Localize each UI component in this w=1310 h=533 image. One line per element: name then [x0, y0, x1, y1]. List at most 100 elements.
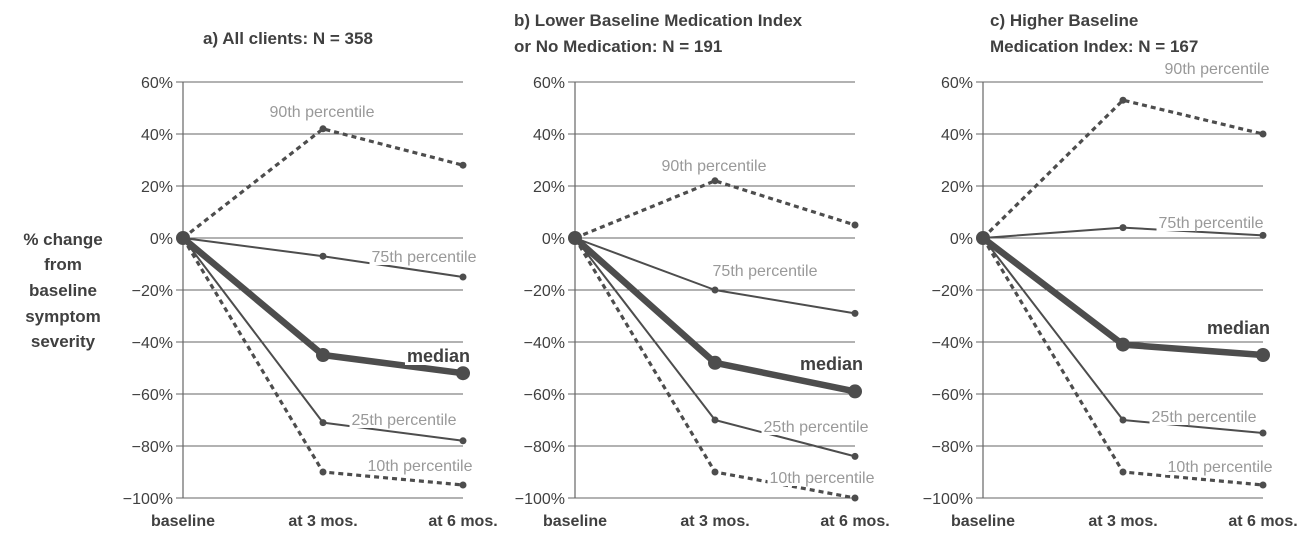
- x-tick-label: at 6 mos.: [820, 513, 889, 530]
- series-label: 75th percentile: [713, 263, 818, 280]
- series-label-backing: [767, 471, 877, 486]
- x-tick-label: baseline: [151, 513, 215, 530]
- data-point: [459, 481, 467, 489]
- series-label-backing: [1204, 319, 1272, 337]
- y-tick-label: 20%: [941, 179, 973, 196]
- x-tick-label: at 3 mos.: [288, 513, 357, 530]
- series-label-backing: [369, 250, 479, 265]
- x-tick-label: baseline: [543, 513, 607, 530]
- series-label-backing: [1162, 62, 1272, 77]
- data-point: [1119, 96, 1127, 104]
- y-tick-label: −40%: [524, 335, 565, 352]
- y-tick-label: 60%: [533, 75, 565, 92]
- series-line: [981, 237, 1264, 487]
- panel-title: b) Lower Baseline Medication Index: [514, 11, 803, 30]
- series-label: 75th percentile: [372, 249, 477, 266]
- chart-panels: a) All clients: N = 358 60% 40% 20% 0% −20% −4…: [123, 11, 1298, 530]
- y-axis-label: % change from baseline symptom severity: [23, 230, 102, 351]
- series-label-backing: [349, 413, 459, 428]
- x-tick-label: at 3 mos.: [1088, 513, 1157, 530]
- series-line: [182, 237, 464, 442]
- y-tick-label: −40%: [132, 335, 173, 352]
- data-point: [1259, 429, 1267, 437]
- panel-c: c) Higher Baseline Medication Index: N = …: [923, 11, 1298, 530]
- data-point: [848, 384, 862, 399]
- y-tick-label: 60%: [141, 75, 173, 92]
- data-point: [459, 161, 467, 169]
- data-point: [1119, 224, 1127, 232]
- series-label: 75th percentile: [1159, 215, 1264, 232]
- series-label: median: [407, 346, 470, 366]
- data-point: [1256, 348, 1270, 362]
- series-label: 25th percentile: [352, 412, 457, 429]
- y-tick-label: −60%: [524, 387, 565, 404]
- x-tick-label: at 6 mos.: [428, 513, 497, 530]
- series-label: 10th percentile: [1168, 459, 1273, 476]
- y-tick-label: 0%: [950, 231, 973, 248]
- y-axis-label-line: severity: [31, 332, 96, 351]
- series-label: median: [800, 354, 863, 374]
- data-point: [319, 125, 327, 133]
- series-label: median: [1207, 318, 1270, 338]
- series-label-backing: [1156, 216, 1266, 231]
- y-tick-label: −80%: [524, 439, 565, 456]
- y-tick-label: 20%: [141, 179, 173, 196]
- data-point: [711, 468, 719, 476]
- data-point: [459, 437, 467, 445]
- y-tick-label: −20%: [132, 283, 173, 300]
- panel-title: Medication Index: N = 167: [990, 37, 1198, 56]
- data-point: [851, 221, 859, 229]
- y-tick-label: 40%: [941, 127, 973, 144]
- y-tick-label: −80%: [932, 439, 973, 456]
- series-label-backing: [1149, 410, 1259, 425]
- y-tick-label: 40%: [141, 127, 173, 144]
- panel-title: c) Higher Baseline: [990, 11, 1138, 30]
- y-axis-label-line: from: [44, 255, 82, 274]
- data-point: [1259, 481, 1267, 489]
- series-label-backing: [710, 264, 820, 279]
- y-tick-label: −80%: [132, 439, 173, 456]
- data-point: [851, 494, 859, 502]
- data-point: [456, 366, 470, 381]
- series-label-backing: [659, 159, 769, 174]
- y-tick-label: −60%: [932, 387, 973, 404]
- data-point: [1259, 231, 1267, 239]
- data-point: [1116, 337, 1130, 352]
- y-tick-label: 40%: [533, 127, 565, 144]
- y-tick-label: 0%: [150, 231, 173, 248]
- y-tick-label: −60%: [132, 387, 173, 404]
- x-tick-label: baseline: [951, 513, 1015, 530]
- data-point: [711, 177, 719, 185]
- data-point: [1119, 468, 1127, 476]
- y-tick-label: 20%: [533, 179, 565, 196]
- series-label: 25th percentile: [1152, 409, 1257, 426]
- y-tick-label: 0%: [542, 231, 565, 248]
- panel-b: b) Lower Baseline Medication Index or No …: [514, 11, 890, 530]
- data-point: [1259, 130, 1267, 138]
- y-tick-label: −100%: [123, 491, 173, 508]
- panel-title: or No Medication: N = 191: [514, 37, 722, 56]
- series-label-backing: [267, 105, 377, 120]
- series-label-backing: [365, 459, 475, 474]
- baseline-point: [568, 231, 582, 245]
- panel-a: a) All clients: N = 358 60% 40% 20% 0% −20% −4…: [123, 29, 498, 530]
- series-label-backing: [797, 355, 865, 373]
- series-label: 90th percentile: [270, 104, 375, 121]
- y-axis-label-line: % change: [23, 230, 102, 249]
- series-label-backing: [404, 347, 472, 365]
- y-tick-label: −100%: [515, 491, 565, 508]
- series-label: 90th percentile: [1165, 61, 1270, 78]
- data-point: [319, 252, 327, 260]
- series-label: 10th percentile: [368, 458, 473, 475]
- data-point: [319, 419, 327, 427]
- data-point: [1119, 416, 1127, 424]
- data-point: [319, 468, 327, 476]
- data-point: [851, 452, 859, 460]
- baseline-point: [176, 231, 190, 245]
- series-label-backing: [1165, 460, 1275, 475]
- data-point: [851, 309, 859, 317]
- panel-title: a) All clients: N = 358: [203, 29, 373, 48]
- baseline-point: [976, 231, 990, 245]
- data-point: [711, 416, 719, 424]
